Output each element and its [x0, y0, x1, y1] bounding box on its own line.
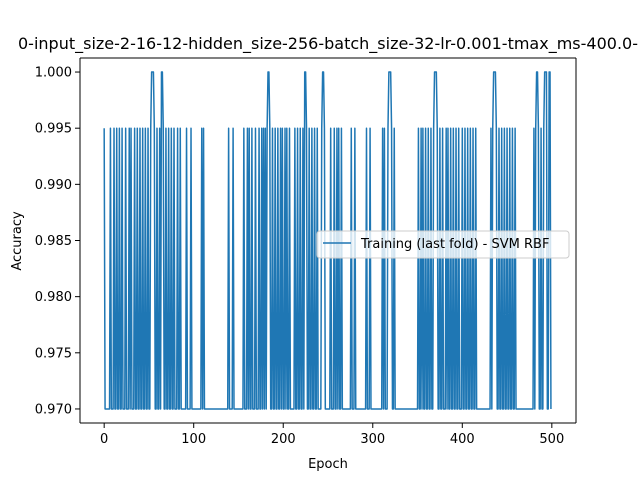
series-layer — [103, 71, 552, 410]
x-tick-label: 300 — [360, 432, 385, 447]
legend-box — [316, 230, 570, 259]
y-tick-label: 0.980 — [35, 290, 72, 305]
series-line-training-svm-rbf — [103, 71, 552, 410]
x-tick-label: 200 — [271, 432, 296, 447]
x-axis-label: Epoch — [308, 457, 348, 472]
y-tick-label: 0.985 — [35, 234, 72, 249]
x-tick-label: 0 — [100, 432, 108, 447]
y-axis-ticks: 0.970 0.975 0.980 0.985 0.990 0.995 1.000 — [35, 66, 80, 417]
legend-series-label: Training (last fold) - SVM RBF — [360, 237, 549, 252]
legend: Training (last fold) - SVM RBF — [316, 230, 570, 259]
x-axis-ticks: 0 100 200 300 400 500 — [100, 423, 564, 447]
chart-title: 0-input_size-2-16-12-hidden_size-256-bat… — [18, 34, 638, 54]
y-tick-label: 0.970 — [35, 402, 72, 417]
y-tick-label: 0.990 — [35, 178, 72, 193]
x-tick-label: 100 — [181, 432, 206, 447]
y-tick-label: 1.000 — [35, 66, 72, 81]
x-tick-label: 400 — [450, 432, 475, 447]
y-tick-label: 0.995 — [35, 122, 72, 137]
x-tick-label: 500 — [539, 432, 564, 447]
y-axis-label: Accuracy — [10, 211, 25, 271]
y-tick-label: 0.975 — [35, 346, 72, 361]
plot-frame — [79, 57, 577, 424]
